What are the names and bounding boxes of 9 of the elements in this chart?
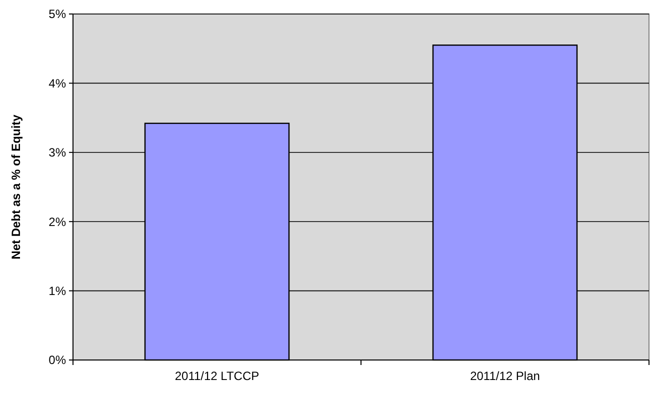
x-tick-label: 2011/12 Plan (470, 369, 540, 383)
y-axis-title: Net Debt as a % of Equity (9, 114, 23, 260)
y-tick-label: 3% (48, 146, 66, 160)
y-tick-label: 0% (48, 353, 66, 368)
y-tick-label: 2% (48, 214, 66, 229)
x-tick-label: 2011/12 LTCCP (174, 369, 260, 383)
y-tick-label: 1% (48, 284, 66, 298)
y-tick-label: 4% (48, 76, 66, 90)
y-tick-label: 5% (48, 7, 66, 22)
